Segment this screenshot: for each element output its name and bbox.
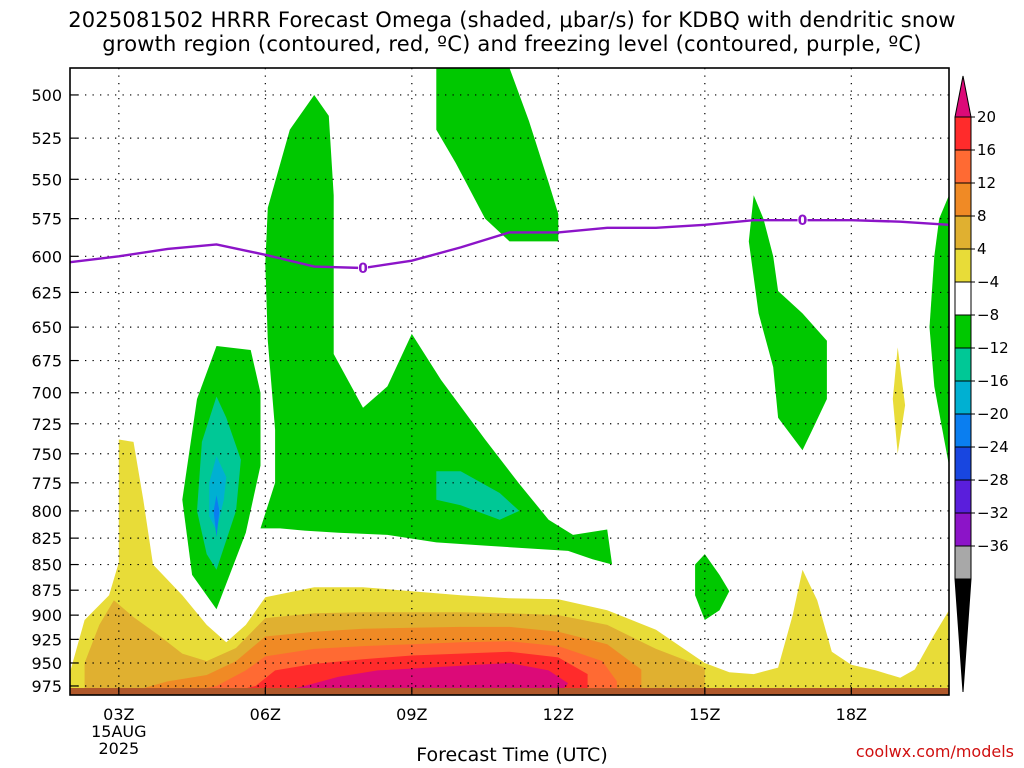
credit-link[interactable]: coolwx.com/models <box>855 742 1014 761</box>
colorbar-swatch-2 <box>954 116 972 151</box>
y-tick-575: 575 <box>31 210 62 229</box>
colorbar-swatch-4 <box>954 182 972 217</box>
colorbar-swatch-9 <box>954 347 972 382</box>
colorbar-swatch-6 <box>954 248 972 283</box>
x-tick-15Z: 15Z <box>689 705 720 724</box>
colorbar-label-4: 8 <box>977 207 987 225</box>
y-tick-600: 600 <box>31 247 62 266</box>
chart-title-line2: growth region (contoured, red, ºC) and f… <box>102 32 922 56</box>
colorbar-swatch-11 <box>954 413 972 448</box>
x-tick-12Z: 12Z <box>543 705 574 724</box>
colorbar-label-6: −4 <box>977 273 999 291</box>
omega-region-4 <box>213 495 220 538</box>
omega-region-10 <box>929 195 949 466</box>
colorbar-swatch-15 <box>954 545 972 580</box>
colorbar-label-11: −24 <box>977 438 1009 456</box>
omega-region-9 <box>695 554 730 620</box>
colorbar-label-10: −20 <box>977 405 1009 423</box>
colorbar-label-13: −32 <box>977 504 1009 522</box>
plot-frame <box>69 67 950 696</box>
y-tick-950: 950 <box>31 654 62 673</box>
y-tick-875: 875 <box>31 581 62 600</box>
omega-region-8 <box>748 195 827 451</box>
x-tick-18Z: 18Z <box>836 705 867 724</box>
plot-area <box>70 68 949 695</box>
colorbar-label-2: 16 <box>977 141 996 159</box>
colorbar: 20 16 12 8 4 −4 −8 −12 −16 −20 −24 −28 −32 −36 <box>954 75 1009 693</box>
colorbar-swatch-7 <box>954 281 972 316</box>
y-tick-750: 750 <box>31 445 62 464</box>
colorbar-swatch-8 <box>954 314 972 349</box>
colorbar-label-5: 4 <box>977 240 987 258</box>
y-tick-850: 850 <box>31 556 62 575</box>
colorbar-swatch-12 <box>954 446 972 481</box>
colorbar-label-14: −36 <box>977 537 1009 555</box>
y-tick-800: 800 <box>31 502 62 521</box>
colorbar-label-7: −8 <box>977 306 999 324</box>
omega-region-3 <box>209 456 227 531</box>
colorbar-label-3: 12 <box>977 174 996 192</box>
colorbar-swatch-3 <box>954 149 972 184</box>
y-tick-975: 975 <box>31 677 62 696</box>
colorbar-swatch-10 <box>954 380 972 415</box>
axes: 500 525 550 575 600 625 650 675 700 725 750 775 800 8… <box>31 67 950 758</box>
x-axis-label: Forecast Time (UTC) <box>416 744 608 766</box>
y-tick-900: 900 <box>31 606 62 625</box>
y-tick-550: 550 <box>31 170 62 189</box>
colorbar-swatch-14 <box>954 512 972 547</box>
y-tick-725: 725 <box>31 415 62 434</box>
y-tick-625: 625 <box>31 283 62 302</box>
y-tick-825: 825 <box>31 529 62 548</box>
omega-region-16 <box>265 663 569 695</box>
surface-band <box>70 688 949 695</box>
colorbar-swatch-13 <box>954 479 972 514</box>
omega-region-7 <box>436 68 559 242</box>
y-tick-775: 775 <box>31 474 62 493</box>
x-tick-sub-2: 2025 <box>98 739 139 758</box>
omega-region-6 <box>436 471 520 520</box>
freezing-level-label-2: 0 <box>798 213 808 229</box>
x-tick-sub-1: 15AUG <box>91 722 146 741</box>
x-tick-06Z: 06Z <box>250 705 281 724</box>
x-tick-03Z: 03Z <box>103 705 134 724</box>
colorbar-swatch-5 <box>954 215 972 250</box>
colorbar-label-9: −16 <box>977 372 1009 390</box>
colorbar-label-12: −28 <box>977 471 1009 489</box>
freezing-level-label-1: 0 <box>358 261 368 277</box>
omega-region-5 <box>260 95 613 565</box>
omega-region-17 <box>892 347 906 454</box>
colorbar-swatch-16 <box>954 578 972 693</box>
y-tick-650: 650 <box>31 318 62 337</box>
colorbar-label-1: 20 <box>977 108 996 126</box>
y-tick-500: 500 <box>31 86 62 105</box>
y-tick-525: 525 <box>31 129 62 148</box>
x-tick-09Z: 09Z <box>396 705 427 724</box>
y-tick-700: 700 <box>31 384 62 403</box>
y-tick-925: 925 <box>31 630 62 649</box>
chart-title-line1: 2025081502 HRRR Forecast Omega (shaded, … <box>68 8 956 32</box>
y-tick-675: 675 <box>31 352 62 371</box>
freezing-level-contour: 00 <box>70 212 949 277</box>
colorbar-label-8: −12 <box>977 339 1009 357</box>
colorbar-swatch-1 <box>954 75 972 118</box>
